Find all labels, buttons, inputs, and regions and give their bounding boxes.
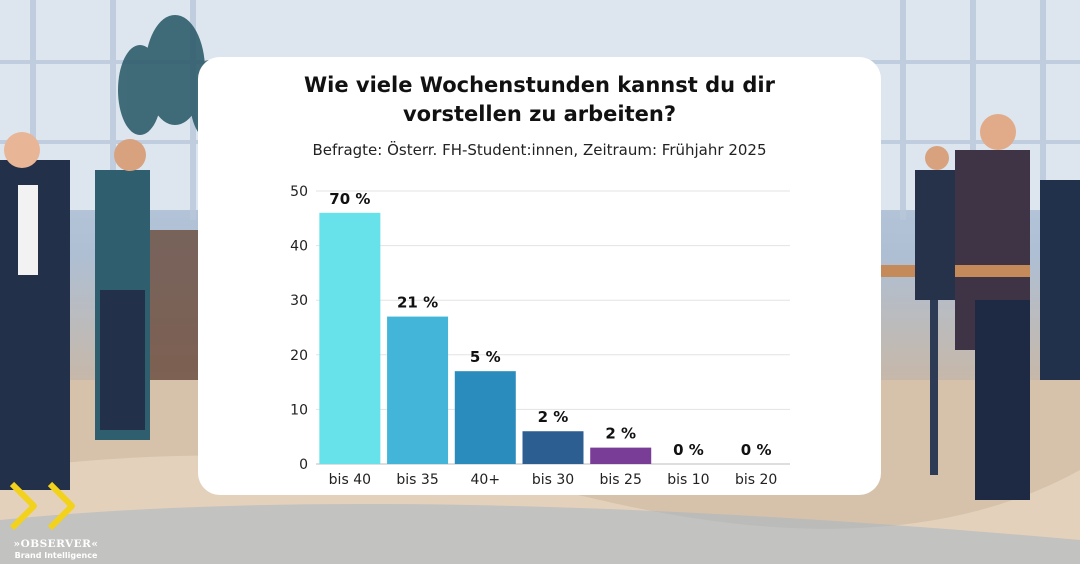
data-label-1: 21 % (397, 294, 438, 312)
data-label-0: 70 % (329, 190, 370, 208)
x-tick-label-3: bis 30 (532, 472, 574, 488)
data-label-6: 0 % (741, 441, 772, 459)
x-tick-label-5: bis 10 (667, 472, 709, 488)
chart-title-line-2: vorstellen zu arbeiten? (402, 102, 677, 126)
bar-3 (522, 431, 584, 464)
x-tick-label-6: bis 20 (735, 472, 777, 488)
y-tick-label-20: 20 (290, 348, 308, 364)
x-tick-label-0: bis 40 (329, 472, 371, 488)
y-tick-label-30: 30 (290, 293, 308, 309)
logo-chevron-right (47, 481, 75, 531)
bar-0 (319, 212, 381, 464)
x-tick-label-2: 40+ (471, 472, 501, 488)
x-tick-label-1: bis 35 (396, 472, 438, 488)
bar-1 (387, 316, 449, 464)
logo-chevron-left (9, 481, 37, 531)
bar-chart: 0 10 20 30 40 50 70 % bis 40 21 % bis 35 5 % 40+ 2 %… (290, 184, 790, 488)
bar-4 (590, 447, 652, 464)
chart-subtitle: Befragte: Österr. FH-Student:innen, Zeit… (312, 141, 767, 159)
observer-logo-icon (9, 481, 75, 531)
chart-title: Wie viele Wochenstunden kannst du dir vo… (198, 71, 881, 129)
y-tick-label-0: 0 (299, 457, 308, 473)
y-tick-label-10: 10 (290, 402, 308, 418)
data-label-5: 0 % (673, 441, 704, 459)
brand-tagline: Brand Intelligence (14, 551, 98, 560)
data-label-4: 2 % (605, 425, 636, 443)
brand-name: »OBSERVER« (13, 538, 99, 550)
bar-2 (454, 371, 516, 464)
chart-title-line-1: Wie viele Wochenstunden kannst du dir (304, 73, 775, 97)
y-tick-label-40: 40 (290, 239, 308, 255)
data-label-2: 5 % (470, 348, 501, 366)
data-label-3: 2 % (538, 408, 569, 426)
y-tick-label-50: 50 (290, 184, 308, 200)
x-tick-label-4: bis 25 (600, 472, 642, 488)
chart-card: Wie viele Wochenstunden kannst du dir vo… (198, 57, 881, 495)
